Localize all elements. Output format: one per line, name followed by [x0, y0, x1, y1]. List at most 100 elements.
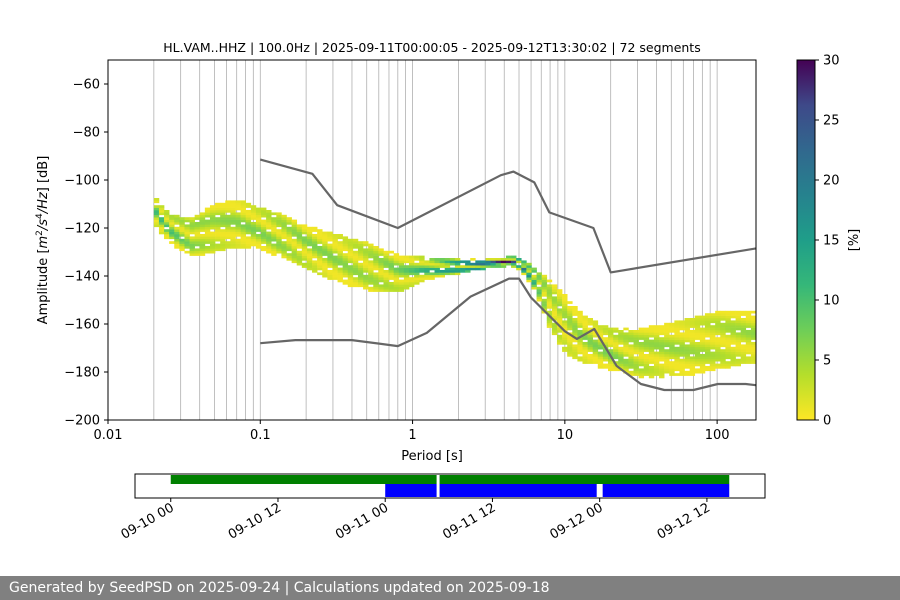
heatmap-cell	[511, 265, 517, 268]
heatmap-cell	[659, 344, 665, 348]
heatmap-cell	[643, 330, 650, 333]
heatmap-cell	[730, 327, 736, 331]
heatmap-cell	[638, 327, 645, 331]
heatmap-cell	[740, 334, 747, 338]
heatmap-cell	[199, 248, 206, 252]
heatmap-cell	[653, 344, 660, 348]
heatmap-cell	[281, 243, 287, 247]
heatmap-cell	[419, 265, 425, 268]
heatmap-cell	[424, 267, 430, 271]
heatmap-cell	[347, 265, 354, 268]
heatmap-cell	[266, 217, 272, 220]
heatmap-cell	[204, 234, 211, 237]
heatmap-cell	[689, 325, 696, 328]
heatmap-cell	[245, 219, 252, 223]
heatmap-cell	[628, 344, 634, 348]
heatmap-cell	[669, 339, 675, 343]
heatmap-cell	[699, 344, 706, 348]
heatmap-cell	[710, 344, 716, 348]
heatmap-cell	[419, 270, 425, 273]
heatmap-cell	[261, 226, 267, 230]
heatmap-cell	[674, 368, 680, 372]
heatmap-cell	[215, 205, 221, 208]
heatmap-cell	[368, 260, 374, 264]
heatmap-cell	[454, 262, 461, 266]
heatmap-cell	[674, 349, 680, 352]
heatmap-cell	[266, 250, 272, 254]
heatmap-cell	[730, 363, 736, 367]
heatmap-cell	[567, 349, 573, 352]
heatmap-cell	[378, 272, 384, 276]
heatmap-cell	[225, 246, 231, 249]
heatmap-cell	[720, 339, 726, 343]
heatmap-cell	[460, 270, 466, 273]
heatmap-cell	[638, 363, 645, 367]
heatmap-cell	[301, 253, 308, 256]
heatmap-cell	[189, 229, 195, 232]
heatmap-cell	[393, 277, 400, 280]
heatmap-cell	[490, 262, 497, 266]
heatmap-cell	[327, 246, 333, 249]
heatmap-cell	[587, 322, 594, 326]
heatmap-cell	[337, 272, 343, 276]
heatmap-cell	[322, 272, 328, 276]
heatmap-cell	[189, 243, 195, 247]
heatmap-cell	[194, 217, 201, 220]
heatmap-cell	[352, 277, 359, 280]
heatmap-cell	[245, 229, 252, 232]
heatmap-cell	[286, 217, 292, 220]
heatmap-cell	[408, 277, 415, 280]
heatmap-cell	[286, 231, 292, 235]
heatmap-cell	[393, 289, 400, 292]
heatmap-cell	[235, 241, 241, 244]
heatmap-cell	[653, 368, 660, 372]
heatmap-cell	[209, 226, 216, 230]
heatmap-cell	[745, 322, 752, 326]
heatmap-cell	[439, 260, 446, 264]
heatmap-cell	[704, 334, 711, 338]
heatmap-cell	[643, 342, 650, 345]
heatmap-cell	[730, 339, 736, 343]
heatmap-cell	[653, 354, 660, 357]
heatmap-cell	[597, 334, 604, 338]
heatmap-cell	[735, 361, 741, 364]
heatmap-cell	[337, 277, 343, 280]
heatmap-cell	[352, 253, 359, 256]
heatmap-cell	[648, 366, 655, 369]
heatmap-cell	[704, 313, 711, 316]
heatmap-cell	[230, 210, 236, 213]
heatmap-cell	[215, 229, 221, 232]
heatmap-cell	[398, 272, 405, 276]
heatmap-cell	[562, 346, 568, 350]
heatmap-cell	[715, 320, 721, 324]
heatmap-cell	[225, 243, 231, 247]
heatmap-cell	[230, 226, 236, 230]
heatmap-cell	[664, 327, 670, 331]
data-availability-timeline	[170, 475, 730, 497]
heatmap-cell	[408, 267, 415, 271]
heatmap-cell	[215, 207, 221, 211]
heatmap-cell	[327, 234, 333, 237]
colorbar-tick-label: 15	[823, 234, 840, 249]
heatmap-cell	[276, 217, 282, 220]
heatmap-cell	[322, 265, 328, 268]
heatmap-cell	[291, 219, 298, 223]
heatmap-cell	[337, 270, 343, 273]
heatmap-cell	[618, 332, 624, 336]
heatmap-cell	[342, 258, 349, 261]
heatmap-cell	[240, 212, 246, 216]
heatmap-cell	[597, 342, 604, 345]
heatmap-cell	[408, 260, 415, 264]
heatmap-cell	[638, 351, 645, 355]
heatmap-cell	[648, 361, 655, 364]
heatmap-cell	[357, 258, 364, 261]
heatmap-cell	[220, 241, 226, 244]
heatmap-cell	[230, 243, 236, 247]
heatmap-cell	[664, 322, 670, 326]
heatmap-cell	[546, 296, 553, 300]
heatmap-cell	[434, 267, 440, 271]
heatmap-cell	[204, 246, 211, 249]
heatmap-cell	[465, 270, 471, 273]
heatmap-cell	[327, 255, 333, 259]
heatmap-cell	[699, 318, 706, 321]
